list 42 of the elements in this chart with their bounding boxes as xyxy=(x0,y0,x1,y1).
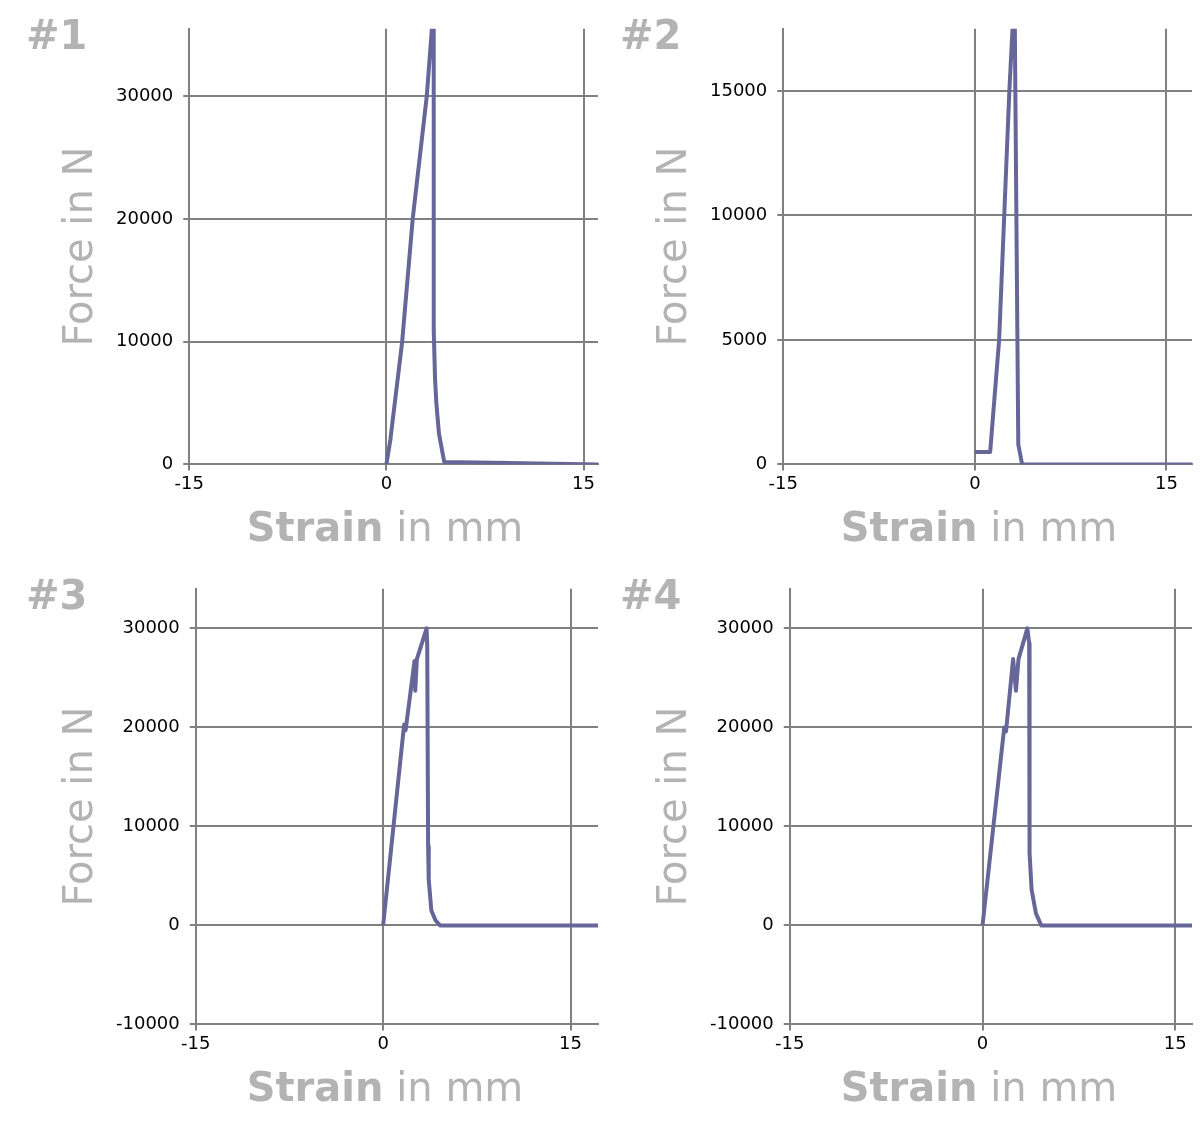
y-axis-title: Force in N xyxy=(55,706,102,907)
y-tick-label: 0 xyxy=(168,913,180,935)
chart-title: #2 xyxy=(620,12,682,58)
x-axis-title: Strain in mm xyxy=(246,504,524,550)
y-tick-label: -10000 xyxy=(709,1012,774,1034)
x-tick-label: 0 xyxy=(976,1031,989,1053)
chart-title: #3 xyxy=(26,572,88,618)
y-tick-label: 0 xyxy=(762,913,774,935)
x-tick-label: -15 xyxy=(768,471,798,493)
y-tick-label: -10000 xyxy=(115,1012,180,1034)
y-axis-title: Force in N xyxy=(649,146,696,347)
x-tick-label: 15 xyxy=(559,1031,582,1053)
x-tick-label: 15 xyxy=(1163,1031,1187,1053)
y-tick-label: 30000 xyxy=(716,616,774,638)
y-tick-label: 10000 xyxy=(710,203,768,225)
y-tick-label: 5000 xyxy=(721,327,768,349)
y-tick-label: 20000 xyxy=(122,715,180,737)
x-tick-label: 0 xyxy=(380,471,393,493)
y-tick-label: 30000 xyxy=(116,83,174,105)
x-axis-title: Strain in mm xyxy=(840,1064,1118,1110)
y-tick-label: 20000 xyxy=(716,715,774,737)
x-tick-label: 0 xyxy=(377,1031,389,1053)
y-tick-label: 10000 xyxy=(116,329,174,351)
x-tick-label: -15 xyxy=(775,1031,805,1053)
chart-title: #1 xyxy=(26,12,88,58)
y-axis-title: Force in N xyxy=(55,146,102,347)
chart-title: #4 xyxy=(620,572,682,618)
y-tick-label: 10000 xyxy=(122,814,180,836)
x-axis-title: Strain in mm xyxy=(246,1064,524,1110)
y-tick-label: 0 xyxy=(161,452,174,474)
x-tick-label: 15 xyxy=(572,471,595,493)
y-tick-label: 10000 xyxy=(716,814,774,836)
x-tick-label: 15 xyxy=(1155,471,1178,493)
y-tick-label: 15000 xyxy=(710,78,768,100)
x-axis-title: Strain in mm xyxy=(840,504,1118,550)
y-tick-label: 0 xyxy=(755,452,768,474)
x-tick-label: 0 xyxy=(969,471,981,493)
y-tick-label: 20000 xyxy=(116,206,174,228)
y-axis-title: Force in N xyxy=(649,706,696,907)
x-tick-label: -15 xyxy=(181,1031,211,1053)
x-tick-label: -15 xyxy=(174,471,204,493)
y-tick-label: 30000 xyxy=(122,616,180,638)
